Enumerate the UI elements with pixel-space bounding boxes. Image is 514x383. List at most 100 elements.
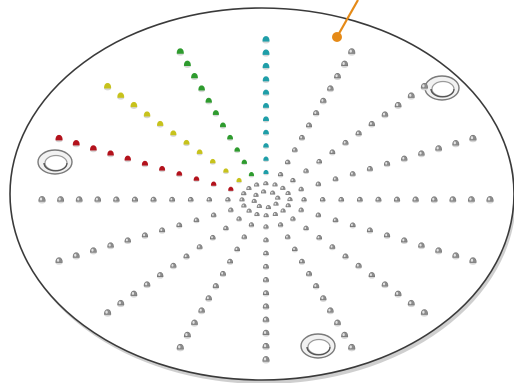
bump	[313, 283, 320, 290]
bump	[262, 316, 270, 324]
bump	[394, 101, 402, 109]
bump	[280, 185, 286, 190]
bump	[263, 169, 269, 176]
pointer-dot	[332, 32, 342, 42]
bump	[366, 227, 373, 234]
bump	[183, 253, 190, 260]
bump	[223, 225, 229, 232]
bump	[261, 189, 267, 194]
bump	[159, 227, 166, 234]
bump	[393, 196, 401, 204]
bump	[265, 205, 271, 210]
bump	[327, 85, 334, 93]
bump	[316, 234, 323, 241]
bump	[368, 272, 376, 279]
bump	[131, 196, 139, 204]
bump	[262, 303, 270, 310]
bump	[272, 182, 278, 187]
bump	[486, 196, 494, 204]
bump	[368, 120, 376, 128]
bump	[435, 145, 442, 153]
spoke	[298, 207, 477, 265]
bump	[113, 196, 120, 204]
bump	[198, 307, 205, 315]
bump	[256, 203, 262, 208]
bump	[141, 160, 149, 168]
bump	[262, 76, 270, 84]
bump	[306, 122, 313, 129]
bump	[298, 207, 304, 213]
bump	[334, 73, 341, 81]
spoke	[176, 222, 255, 352]
bump	[348, 343, 356, 352]
bump	[383, 160, 391, 168]
bump	[412, 196, 419, 204]
circular-plate	[9, 7, 514, 383]
bump	[306, 270, 313, 278]
bump	[141, 232, 149, 239]
bump	[159, 165, 166, 173]
bump	[176, 343, 184, 352]
pointer-marker	[332, 0, 359, 42]
bump	[262, 356, 270, 364]
hub-cluster	[239, 181, 293, 218]
bump	[239, 197, 245, 202]
spoke	[104, 216, 242, 317]
bump	[418, 150, 425, 158]
bump	[227, 134, 234, 141]
bump	[117, 92, 125, 100]
spoke	[277, 48, 356, 178]
bump	[241, 191, 247, 196]
bump	[262, 342, 270, 351]
bump	[277, 222, 284, 228]
bump	[262, 329, 270, 337]
bump	[284, 159, 291, 166]
bump	[315, 181, 322, 188]
bump	[236, 216, 242, 222]
bump	[263, 213, 269, 218]
bump	[263, 224, 269, 230]
bump	[341, 60, 349, 68]
bump	[104, 82, 112, 91]
bump	[234, 246, 241, 253]
bump	[320, 295, 327, 302]
bump	[209, 234, 216, 241]
bump	[263, 250, 269, 257]
bump	[219, 122, 226, 129]
bump	[262, 277, 270, 284]
mounting-hole	[37, 149, 73, 175]
bump	[209, 158, 216, 165]
bump	[332, 176, 339, 183]
bump	[156, 120, 164, 128]
bump	[234, 147, 241, 154]
bump	[55, 257, 63, 265]
bump	[407, 299, 415, 308]
bump	[341, 331, 349, 339]
bump	[212, 283, 219, 290]
bump	[284, 234, 291, 241]
bump	[246, 208, 252, 213]
spoke	[301, 196, 494, 204]
bump	[124, 155, 131, 163]
mounting-holes	[37, 75, 460, 359]
bump	[262, 36, 270, 44]
bump	[241, 234, 248, 241]
bump	[236, 177, 242, 184]
bump	[273, 201, 279, 206]
bump	[72, 252, 80, 260]
bump	[285, 190, 291, 195]
spoke	[290, 216, 428, 317]
bump	[348, 48, 356, 56]
bump	[280, 208, 286, 213]
bump	[320, 97, 327, 105]
bump	[219, 270, 226, 278]
bump	[332, 217, 339, 224]
bump	[176, 222, 183, 229]
bump	[342, 139, 349, 147]
bump	[355, 130, 362, 137]
bump	[176, 171, 183, 178]
highlighted-spoke	[55, 134, 234, 193]
bump	[176, 48, 184, 56]
bump	[246, 185, 252, 190]
